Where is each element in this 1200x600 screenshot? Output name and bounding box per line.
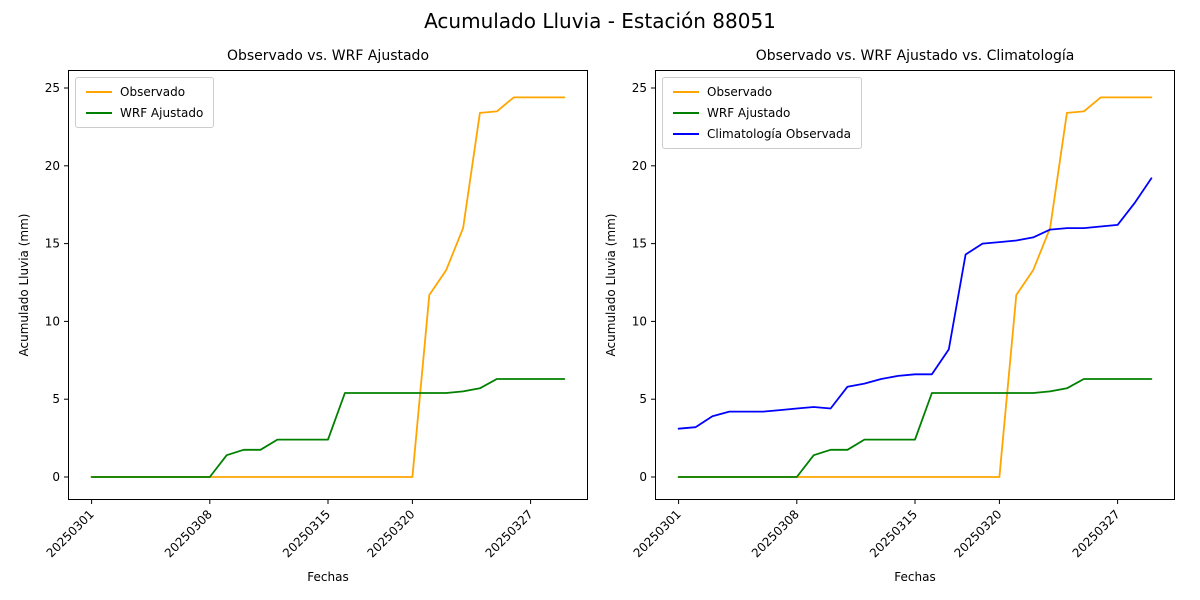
axes-frame — [655, 70, 1175, 500]
x-tick-label: 20250308 — [749, 507, 802, 560]
legend-item: WRF Ajustado — [86, 105, 203, 121]
legend-item: Observado — [673, 84, 851, 100]
x-tick-label: 20250320 — [951, 507, 1004, 560]
y-tick-label: 0 — [639, 470, 647, 484]
series-observado — [90, 96, 566, 478]
y-tick-label: 5 — [639, 392, 647, 406]
figure-title: Acumulado Lluvia - Estación 88051 — [424, 9, 776, 33]
series-wrf-ajustado — [677, 378, 1153, 478]
y-tick-label: 10 — [45, 314, 60, 328]
right-y-axis-label: Acumulado Lluvia (mm) — [604, 213, 618, 357]
left-plot-title: Observado vs. WRF Ajustado — [226, 48, 430, 64]
x-tick-label: 20250301 — [44, 507, 97, 560]
x-tick-label: 20250301 — [631, 507, 684, 560]
x-tick-label: 20250315 — [280, 507, 333, 560]
x-tick-label: 20250320 — [364, 507, 417, 560]
y-tick-label: 5 — [52, 392, 60, 406]
x-tick-label: 20250308 — [162, 507, 215, 560]
y-tick-label: 15 — [632, 237, 647, 251]
legend-line-swatch — [86, 112, 112, 114]
y-tick-label: 10 — [632, 314, 647, 328]
legend-item: Climatología Observada — [673, 126, 851, 142]
y-tick-label: 20 — [45, 159, 60, 173]
y-tick-label: 20 — [632, 159, 647, 173]
series-wrf-ajustado — [90, 378, 566, 478]
y-tick-label: 0 — [52, 470, 60, 484]
x-tick-label: 20250327 — [483, 507, 536, 560]
legend-line-swatch — [86, 91, 112, 93]
axes-frame — [68, 70, 588, 500]
legend-item: WRF Ajustado — [673, 105, 851, 121]
legend-line-swatch — [673, 91, 699, 93]
left-plot-area: 0 5 10 15 20 25 20250301 20250308 20250315 202503… — [44, 70, 588, 560]
y-tick-label: 25 — [45, 81, 60, 95]
legend-label: Observado — [120, 85, 186, 99]
left-x-axis-label: Fechas — [307, 570, 349, 584]
left-y-axis-label: Acumulado Lluvia (mm) — [17, 213, 31, 357]
left-legend: Observado WRF Ajustado — [75, 77, 215, 128]
series-climatología-observada — [677, 177, 1153, 430]
y-tick-label: 15 — [45, 237, 60, 251]
right-x-axis-label: Fechas — [894, 570, 936, 584]
legend-label: Observado — [707, 85, 773, 99]
y-tick-label: 25 — [632, 81, 647, 95]
x-tick-label: 20250315 — [867, 507, 920, 560]
legend-line-swatch — [673, 112, 699, 114]
x-tick-label: 20250327 — [1070, 507, 1123, 560]
right-plot-title: Observado vs. WRF Ajustado vs. Climatolo… — [755, 48, 1075, 64]
right-legend: Observado WRF Ajustado Climatología Observ… — [662, 77, 862, 149]
series-observado — [677, 96, 1153, 478]
legend-item: Observado — [86, 84, 203, 100]
legend-label: Climatología Observada — [707, 127, 851, 141]
legend-label: WRF Ajustado — [120, 106, 204, 120]
legend-line-swatch — [673, 133, 699, 135]
legend-label: WRF Ajustado — [707, 106, 791, 120]
